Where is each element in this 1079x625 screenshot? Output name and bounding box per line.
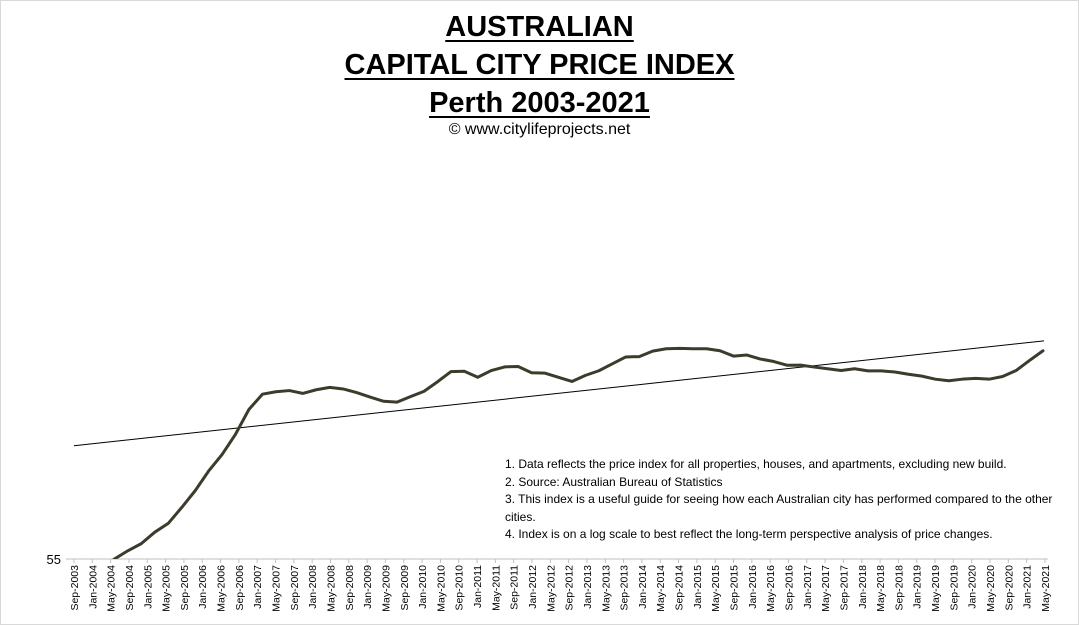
x-tick-label: May-2012	[545, 565, 557, 612]
x-tick-label: Sep-2009	[399, 565, 411, 611]
x-tick-label: Jan-2005	[142, 565, 154, 609]
x-tick-label: May-2006	[216, 565, 228, 612]
chart-notes: 1. Data reflects the price index for all…	[505, 456, 1065, 544]
x-tick-label: Sep-2010	[454, 565, 466, 611]
x-tick-label: Jan-2016	[747, 565, 759, 609]
x-tick-label: Sep-2017	[838, 565, 850, 611]
x-tick-label: Sep-2020	[1003, 565, 1015, 611]
x-tick-label: May-2008	[325, 565, 337, 612]
x-tick-label: May-2013	[600, 565, 612, 612]
note-4: 4. Index is on a log scale to best refle…	[505, 527, 993, 541]
x-tick-label: May-2011	[490, 565, 502, 611]
x-tick-label: Sep-2006	[234, 565, 246, 611]
chart-title-line-1: AUSTRALIAN	[445, 11, 634, 43]
x-tick-label: Jan-2021	[1022, 565, 1034, 609]
x-tick-label: Sep-2011	[509, 565, 521, 610]
x-tick-label: Sep-2014	[674, 565, 686, 611]
x-tick-label: May-2020	[985, 565, 997, 612]
x-tick-label: May-2007	[271, 565, 283, 612]
x-tick-label: Jan-2007	[252, 565, 264, 609]
y-tick-label: 55	[47, 552, 61, 567]
price-index-series-line	[112, 346, 1045, 559]
x-tick-label: May-2017	[820, 565, 832, 612]
x-tick-label: May-2005	[161, 565, 173, 612]
x-tick-label: Jan-2011	[472, 565, 484, 608]
chart-title-line-3: Perth 2003-2021	[429, 87, 650, 119]
x-tick-label: Jan-2010	[417, 565, 429, 609]
x-tick-label: Sep-2016	[783, 565, 795, 611]
x-tick-label: Jan-2014	[637, 565, 649, 609]
x-tick-label: Jan-2012	[527, 565, 539, 609]
x-tick-label: Sep-2004	[124, 565, 136, 611]
x-tick-label: Jan-2015	[692, 565, 704, 609]
x-tick-label: Sep-2015	[729, 565, 741, 611]
x-tick-label: May-2019	[930, 565, 942, 612]
x-tick-label: Sep-2007	[289, 565, 301, 611]
x-tick-label: May-2016	[765, 565, 777, 612]
x-tick-label: Jan-2008	[307, 565, 319, 609]
x-tick-label: May-2010	[435, 565, 447, 612]
x-tick-label: Jan-2019	[912, 565, 924, 609]
x-tick-label: May-2015	[710, 565, 722, 612]
note-2: 2. Source: Australian Bureau of Statisti…	[505, 474, 723, 489]
x-tick-label: Sep-2008	[344, 565, 356, 611]
x-tick-label: May-2014	[655, 565, 667, 612]
note-1: 1. Data reflects the price index for all…	[505, 457, 1007, 471]
copyright-text: © www.citylifeprojects.net	[448, 121, 631, 138]
x-tick-label: Jan-2009	[362, 565, 374, 609]
x-tick-label: Sep-2018	[893, 565, 905, 611]
x-tick-label: Sep-2003	[69, 565, 81, 611]
x-tick-label: May-2004	[106, 565, 118, 612]
x-tick-label: Sep-2019	[948, 565, 960, 611]
x-tick-label: Jan-2020	[967, 565, 979, 609]
x-tick-label: Jan-2013	[582, 565, 594, 609]
trend-line	[73, 340, 1045, 447]
x-tick-label: Jan-2004	[87, 565, 99, 609]
x-tick-label: Sep-2012	[564, 565, 576, 611]
x-tick-label: May-2009	[380, 565, 392, 612]
x-tick-label: Jan-2017	[802, 565, 814, 609]
note-3: 3. This index is a useful guide for seei…	[505, 492, 1053, 524]
x-tick-label: Sep-2013	[619, 565, 631, 611]
x-tick-label: May-2021	[1040, 565, 1052, 612]
x-tick-label: May-2018	[875, 565, 887, 612]
x-tick-label: Jan-2018	[857, 565, 869, 609]
chart-title-line-2: CAPITAL CITY PRICE INDEX	[344, 49, 735, 81]
x-tick-label: Sep-2005	[179, 565, 191, 611]
x-tick-label: Jan-2006	[197, 565, 209, 609]
